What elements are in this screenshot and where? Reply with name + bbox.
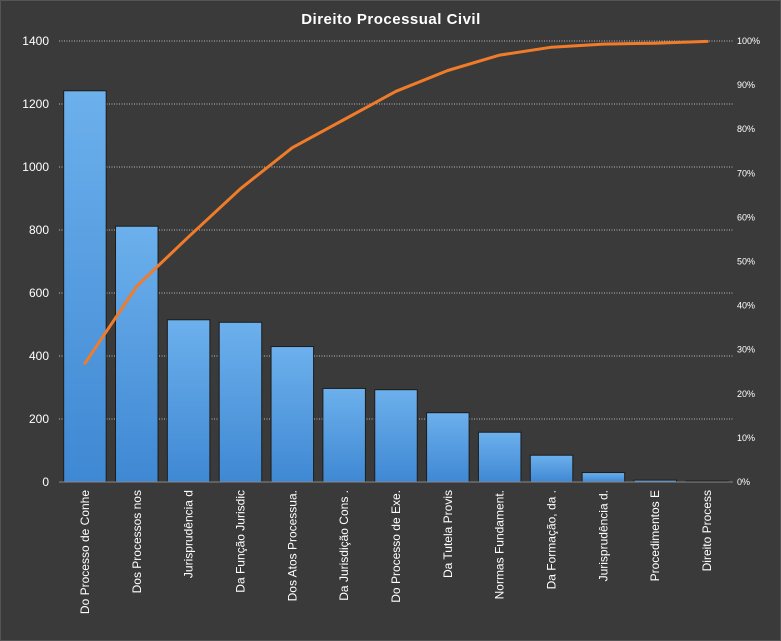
bar xyxy=(374,389,418,483)
x-tick-label: Da Jurisdição Cons . xyxy=(337,490,351,601)
y-tick-label: 600 xyxy=(29,286,49,300)
y2-tick-label: 70% xyxy=(737,168,755,178)
bar xyxy=(115,225,159,483)
y2-tick-label: 10% xyxy=(737,433,755,443)
bar xyxy=(322,387,366,483)
x-tick-label: Dos Processos nos xyxy=(130,490,144,593)
bars xyxy=(63,90,729,483)
y2-tick-label: 20% xyxy=(737,389,755,399)
bar xyxy=(270,346,315,483)
y-tick-label: 0 xyxy=(42,475,49,489)
y-tick-label: 200 xyxy=(29,412,49,426)
bar xyxy=(529,454,574,483)
cumulative-line xyxy=(83,39,709,365)
x-tick-label: Do Processo de Exe. xyxy=(389,490,403,603)
y2-tick-label: 0% xyxy=(737,477,750,487)
x-tick-label: Normas Fundament. xyxy=(493,490,507,599)
x-tick-label: Da Formação, da . xyxy=(545,490,559,589)
y-axis-right: 0% 10% 20% 30% 40% 50% 60% 70% 80% 90% 100% xyxy=(737,36,760,487)
y2-tick-label: 30% xyxy=(737,345,755,355)
bar xyxy=(63,90,107,483)
y2-tick-label: 40% xyxy=(737,301,755,311)
chart-title: Direito Processual Civil xyxy=(301,11,481,28)
x-tick-label: Da Função Jurisdic xyxy=(233,490,247,593)
y2-tick-label: 60% xyxy=(737,212,755,222)
y2-tick-label: 90% xyxy=(737,80,755,90)
y-tick-label: 1000 xyxy=(22,160,49,174)
x-tick-label: Do Processo de Conhe xyxy=(78,490,92,614)
y-tick-label: 800 xyxy=(29,223,49,237)
y2-tick-label: 50% xyxy=(737,257,755,267)
bar xyxy=(166,319,211,483)
y2-tick-label: 100% xyxy=(737,36,760,46)
gridlines xyxy=(59,40,733,420)
x-tick-label: Da Tutela Provis xyxy=(441,490,455,578)
cumulative-line-group xyxy=(83,39,709,365)
x-tick-label: Dos Atos Processua. xyxy=(285,490,299,601)
y-axis-left: 0 200 400 600 800 1000 1200 1400 xyxy=(22,34,49,489)
bar xyxy=(218,321,263,483)
y-tick-label: 1200 xyxy=(22,97,49,111)
bar xyxy=(426,412,470,483)
x-tick-label: Direito Process xyxy=(700,490,714,571)
y-tick-label: 400 xyxy=(29,349,49,363)
x-tick-label: Jurisprudência d xyxy=(182,490,196,578)
x-axis: Do Processo de Conhe Dos Processos nos Jur… xyxy=(59,481,733,614)
bar xyxy=(477,431,522,483)
y-tick-label: 1400 xyxy=(22,34,49,48)
y2-tick-label: 80% xyxy=(737,124,755,134)
bar xyxy=(581,472,626,483)
x-tick-label: Procedimentos E xyxy=(648,490,662,581)
x-tick-label: Jurisprudência d. xyxy=(596,490,610,581)
